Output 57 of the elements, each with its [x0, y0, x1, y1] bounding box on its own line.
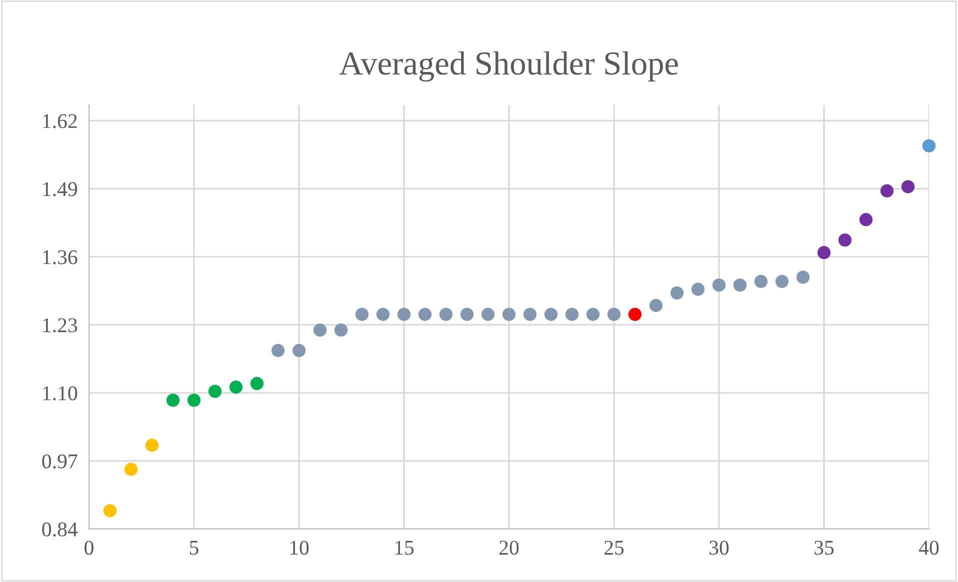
point: [523, 308, 537, 321]
point: [124, 462, 138, 476]
point: [880, 184, 894, 198]
point: [460, 308, 474, 321]
point: [922, 139, 936, 152]
point: [271, 344, 285, 358]
point: [838, 233, 852, 247]
point: [250, 376, 264, 390]
x-tick-label: 30: [710, 540, 729, 555]
y-tick-label: 1.36: [43, 250, 78, 264]
x-tick-label: 25: [604, 540, 624, 555]
point: [586, 308, 600, 321]
point: [754, 274, 768, 288]
point: [355, 308, 369, 321]
point: [670, 286, 684, 300]
point: [418, 308, 432, 321]
x-tick-label: 20: [500, 540, 519, 555]
point: [712, 278, 726, 292]
point: [313, 324, 327, 337]
point: [145, 438, 159, 452]
point: [775, 274, 789, 288]
y-tick-label: 1.62: [43, 114, 77, 128]
y-tick-label: 1.49: [43, 182, 78, 196]
y-tick-label: 0.84: [42, 522, 78, 537]
point: [817, 246, 831, 260]
point: [607, 308, 621, 321]
point: [439, 308, 453, 321]
point: [292, 344, 306, 358]
point: [208, 384, 222, 398]
y-tick-label: 1.23: [43, 318, 78, 332]
x-tick-label: 15: [395, 540, 414, 555]
x-tick-label: 5: [190, 540, 198, 555]
x-tick-label: 35: [814, 540, 834, 555]
point: [166, 394, 180, 407]
point: [187, 394, 201, 407]
point: [691, 282, 705, 296]
point: [103, 504, 117, 518]
point: [544, 308, 558, 321]
chart-title: Averaged Shoulder Slope: [339, 51, 678, 82]
point: [334, 324, 348, 337]
x-tick-label: 40: [918, 540, 939, 555]
point: [229, 380, 243, 394]
x-tick-label: 0: [84, 540, 94, 555]
y-tick-label: 0.97: [42, 454, 78, 468]
point: [901, 180, 915, 194]
point: [796, 270, 810, 284]
point: [481, 308, 495, 321]
point: [397, 308, 411, 321]
point: [376, 308, 390, 321]
x-tick-label: 10: [290, 540, 309, 555]
point: [649, 298, 663, 312]
point: [628, 308, 642, 321]
point: [859, 213, 873, 226]
y-tick-label: 1.10: [43, 386, 78, 400]
point: [502, 308, 516, 321]
point: [565, 308, 579, 321]
point: [733, 278, 747, 292]
